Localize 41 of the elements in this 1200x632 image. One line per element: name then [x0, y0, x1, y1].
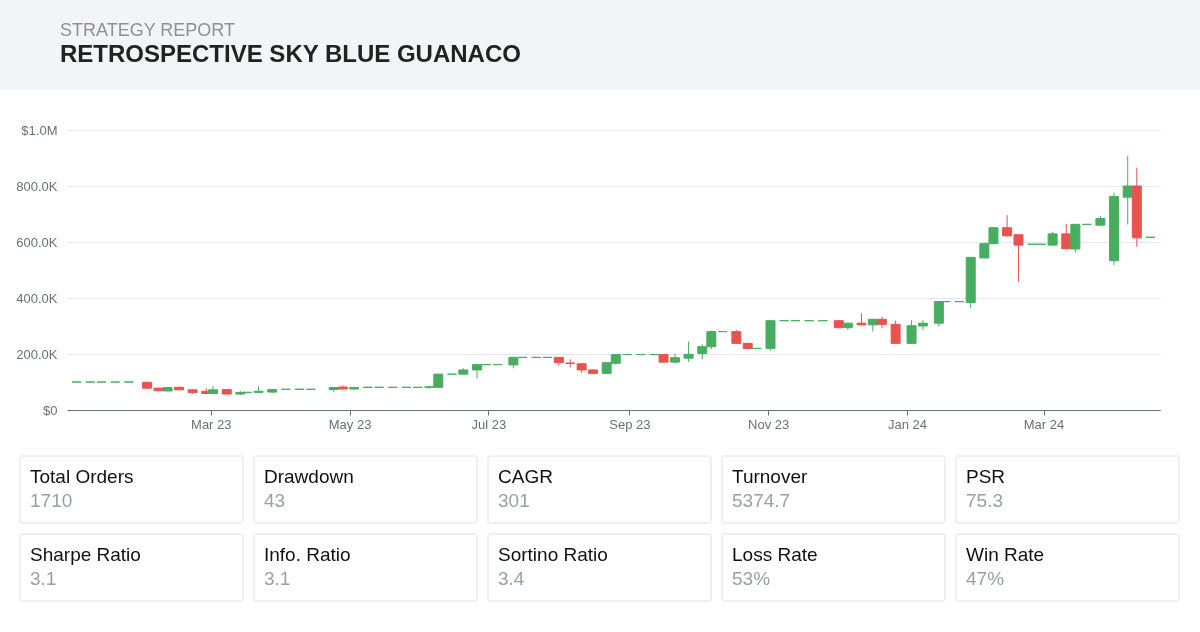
x-tick-label: Mar 24 [1023, 416, 1065, 432]
candlestick [1061, 223, 1072, 251]
chart-title: RETROSPECTIVE SKY BLUE GUANACO [60, 40, 521, 67]
x-tick-label: May 23 [328, 416, 372, 432]
x-tick-label: Jan 24 [887, 416, 928, 432]
text: Win Rate [966, 544, 1045, 565]
y-tick-label: 800.0K [16, 178, 58, 194]
y-tick-label: 600.0K [16, 234, 58, 250]
text: Total Orders [30, 466, 134, 487]
text: 47% [966, 568, 1005, 589]
text: 3.1 [264, 568, 291, 589]
text: PSR [966, 466, 1006, 487]
text: Turnover [732, 466, 808, 487]
x-tick-label: Jul 23 [471, 416, 507, 432]
candlestick [1122, 155, 1133, 225]
text: Sharpe Ratio [30, 544, 141, 565]
text: 5374.7 [732, 490, 791, 511]
text: 3.1 [30, 568, 57, 589]
candlestick [890, 320, 901, 345]
text: 75.3 [966, 490, 1003, 511]
text: 53% [732, 568, 771, 589]
x-tick-label: Mar 23 [191, 416, 232, 432]
x-tick-label: Sep 23 [609, 416, 651, 432]
text: 301 [498, 490, 530, 511]
text: Sortino Ratio [498, 544, 608, 565]
chart-subtitle: STRATEGY REPORT [60, 20, 236, 40]
y-tick-label: 200.0K [16, 346, 58, 362]
text: 1710 [30, 490, 73, 511]
text: 3.4 [498, 568, 525, 589]
text: CAGR [498, 466, 553, 487]
candlestick [867, 318, 878, 333]
x-tick-label: Nov 23 [748, 416, 790, 432]
y-tick-label: 400.0K [16, 290, 58, 306]
text: Loss Rate [732, 544, 818, 565]
y-tick-label: $0 [43, 402, 58, 418]
text: 43 [264, 490, 286, 511]
text: Info. Ratio [264, 544, 351, 565]
candlestick [876, 316, 887, 329]
text: Drawdown [264, 466, 354, 487]
y-tick-label: $1.0M [21, 122, 58, 138]
candlestick [683, 341, 694, 363]
